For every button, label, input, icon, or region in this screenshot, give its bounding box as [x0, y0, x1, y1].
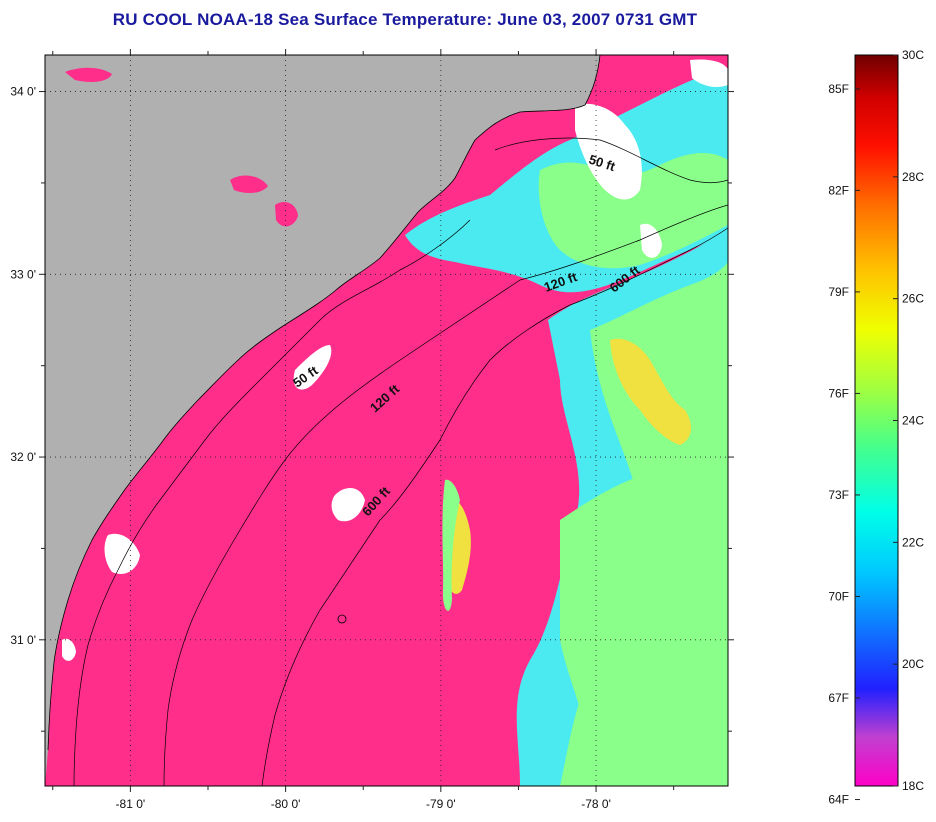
colorbar-label-celsius: 22C [902, 535, 924, 549]
sst-coastal-green-band [538, 153, 728, 269]
colorbar-label-fahrenheit: 73F [828, 488, 849, 502]
lat-tick-label: 31 0' [10, 633, 36, 647]
colorbar-label-celsius: 20C [902, 657, 924, 671]
colorbar-label-fahrenheit: 67F [828, 691, 849, 705]
colorbar-label-fahrenheit: 79F [828, 285, 849, 299]
colorbar-gradient [854, 54, 899, 787]
sst-warm-patch-yellow [610, 338, 692, 445]
cloud-no-data-patch [690, 59, 728, 88]
map-axis-ticks: 34 0' 33 0' 32 0' 31 0' -81 0' -80 0' -79 0' -7… [10, 49, 734, 811]
isobath-120ft [163, 204, 728, 786]
colorbar-label-fahrenheit: 70F [828, 589, 849, 603]
lon-tick-label: -80 0' [271, 797, 301, 811]
lon-tick-label: -79 0' [426, 797, 456, 811]
land-sst-artifact [230, 175, 268, 194]
lat-lon-grid [45, 55, 728, 786]
colorbar-label-celsius: 30C [902, 48, 924, 62]
map-frame [44, 54, 729, 787]
land-sst-artifact [275, 202, 298, 227]
lat-tick-label: 32 0' [10, 450, 36, 464]
page-title: RU COOL NOAA-18 Sea Surface Temperature:… [112, 10, 698, 29]
cloud-no-data-patch [62, 638, 76, 661]
isobath-600ft [261, 227, 728, 786]
colorbar-ticks: 30C 28C 26C 24C 22C 20C 18C 85F 82F 79F 76F 73F 70F 6… [828, 48, 924, 807]
colorbar-label-celsius: 24C [902, 414, 924, 428]
land-sst-artifact [65, 67, 112, 82]
colorbar-label-fahrenheit: 64F [828, 793, 849, 807]
lon-tick-label: -78 0' [581, 797, 611, 811]
lat-tick-label: 33 0' [10, 267, 36, 281]
cloud-no-data-patch [331, 488, 365, 522]
isobath-50ft [73, 137, 728, 786]
lon-tick-label: -81 0' [116, 797, 146, 811]
cloud-no-data-patch [640, 223, 662, 258]
land-area [45, 55, 600, 786]
cloud-no-data-patch [575, 103, 642, 200]
isobath-closed-contour [337, 614, 347, 624]
colorbar-label-fahrenheit: 82F [828, 183, 849, 197]
lat-tick-label: 34 0' [10, 85, 36, 99]
colorbar-label-celsius: 26C [902, 292, 924, 306]
sst-warm-patch-green [442, 479, 460, 611]
colorbar-label-celsius: 18C [902, 779, 924, 793]
sst-map: 34 0' 33 0' 32 0' 31 0' -81 0' -80 0' -79 0' -7… [10, 49, 734, 811]
colorbar-label-celsius: 28C [902, 170, 924, 184]
sst-warm-patch-green [560, 466, 728, 786]
coastline [47, 55, 601, 751]
colorbar-label-fahrenheit: 76F [828, 386, 849, 400]
cloud-no-data-patch [104, 533, 140, 575]
colorbar-label-fahrenheit: 85F [828, 82, 849, 96]
cloud-no-data-patch [293, 345, 332, 390]
temperature-colorbar: 30C 28C 26C 24C 22C 20C 18C 85F 82F 79F 76F 73F 70F 6… [760, 0, 936, 817]
